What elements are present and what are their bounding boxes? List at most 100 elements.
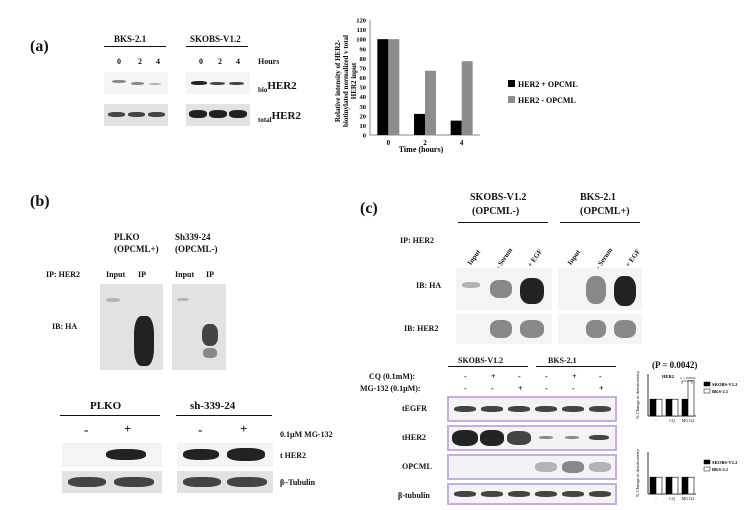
col-status-skobs: (OPCML-) bbox=[472, 206, 520, 217]
mini-legend-label: SKOBS-V1.2 bbox=[712, 460, 738, 465]
mini-chart-bar bbox=[655, 398, 663, 417]
mini-legend-label: BKS-2.1 bbox=[712, 389, 729, 394]
blot-tegfr bbox=[447, 396, 617, 422]
cell-line-skobs: SKOBS-V1.2 bbox=[190, 34, 241, 44]
cell-line-bks: BKS-2.1 bbox=[114, 34, 147, 44]
chart-y-tick-label: 30 bbox=[360, 104, 367, 111]
row-t-her2: t HER2 bbox=[280, 451, 306, 460]
cq-sign: - bbox=[518, 372, 521, 381]
col-header-plko: PLKO bbox=[114, 232, 140, 242]
mini-chart-bar bbox=[687, 380, 695, 417]
panel-a-label: (a) bbox=[30, 38, 49, 55]
mini-chart-x-tick: CQ bbox=[669, 496, 675, 501]
blot-tubulin-sh339 bbox=[177, 471, 273, 493]
treatment-sign: - bbox=[84, 422, 89, 437]
mini-legend-label: SKOBS-V1.2 bbox=[712, 382, 738, 387]
mini-legend-label: BKS-2.1 bbox=[712, 467, 729, 472]
mini-chart-bar bbox=[681, 476, 689, 495]
mini-chart-x-tick: - bbox=[655, 418, 657, 423]
chart-y-tick-label: 40 bbox=[360, 94, 367, 101]
header-underline bbox=[458, 222, 548, 223]
lane-label-c: - Serum bbox=[594, 246, 615, 271]
mg132-sign: - bbox=[572, 384, 575, 393]
treatment-sign: - bbox=[198, 422, 203, 437]
hours-label: Hours bbox=[258, 57, 280, 66]
chart-y-tick-label: 90 bbox=[360, 46, 367, 53]
densitometry-chart-opcml: % Change in densitometry - CQ MG132 SKOBS-V1… bbox=[635, 449, 738, 501]
mini-chart-bar bbox=[665, 398, 673, 417]
row-opcml: OPCML bbox=[402, 462, 432, 471]
biotinylation-bar-chart: 0 10 20 30 40 50 60 70 80 90 100 110 120 0 2 4 Time (h… bbox=[334, 18, 578, 155]
mini-chart-x-tick: MG132 bbox=[682, 496, 694, 501]
lane-label-c: Input bbox=[566, 248, 583, 267]
cq-sign: + bbox=[491, 372, 496, 381]
lane-label: Input bbox=[106, 270, 126, 279]
hour-label: 0 bbox=[117, 57, 121, 66]
mini-chart-y-label: % Change in densitometry bbox=[635, 449, 640, 497]
hour-label: 4 bbox=[236, 57, 240, 66]
mg132-sign: + bbox=[518, 384, 523, 393]
chart-y-tick-label: 60 bbox=[360, 75, 367, 82]
lane-label: IP bbox=[206, 270, 214, 279]
row-ther2: tHER2 bbox=[402, 433, 426, 442]
mini-chart-bar bbox=[649, 476, 657, 495]
col-header-sh339: Sh339-24 bbox=[175, 232, 211, 242]
chart-y-tick-label: 70 bbox=[360, 65, 367, 72]
mini-legend-swatch bbox=[703, 459, 711, 465]
densitometry-chart-her2: % Change in densitometry - CQ MG132 HER2 p = … bbox=[635, 371, 738, 423]
lane-label-c: + EGF bbox=[526, 247, 545, 269]
ib-her2-label-c: IB: HER2 bbox=[404, 324, 439, 333]
chart-y-tick-label: 110 bbox=[357, 27, 366, 34]
cq-sign: - bbox=[464, 372, 467, 381]
lane-label: Input bbox=[175, 270, 195, 279]
blot-ib-ha-sh339 bbox=[172, 284, 226, 370]
blot-tubulin-plko bbox=[62, 471, 162, 493]
blot-ib-ha-bks bbox=[558, 268, 642, 310]
header-underline bbox=[448, 366, 528, 367]
hour-label: 2 bbox=[138, 57, 142, 66]
treatment-sign: + bbox=[240, 421, 248, 436]
lane-label-c: - Serum bbox=[494, 246, 515, 271]
mg132-sign: - bbox=[491, 384, 494, 393]
mini-legend-swatch bbox=[703, 381, 711, 387]
row-tegfr: tEGFR bbox=[402, 404, 427, 413]
blot-ib-ha-skobs bbox=[456, 268, 552, 310]
mini-chart-x-tick: MG132 bbox=[682, 418, 694, 423]
chart-y-tick-label: 100 bbox=[356, 37, 366, 44]
mini-chart-title: HER2 bbox=[662, 374, 675, 379]
col-header-bks: BKS-2.1 bbox=[580, 192, 616, 203]
header-underline bbox=[560, 222, 640, 223]
blot-b-tubulin bbox=[447, 483, 617, 505]
p-value-label: (P = 0.0042) bbox=[652, 360, 698, 370]
treatment-sign: + bbox=[124, 421, 132, 436]
chart-x-tick-label: 4 bbox=[460, 139, 464, 147]
chart-bar bbox=[450, 120, 462, 135]
row-total-her2: totalHER2 bbox=[258, 110, 301, 125]
legend-entry: HER2 + OPCML bbox=[518, 80, 578, 89]
mini-chart-bar bbox=[671, 398, 679, 417]
chart-y-tick-label: 10 bbox=[360, 123, 367, 130]
lower-col-skobs: SKOBS-V1.2 bbox=[458, 356, 504, 365]
chart-bar bbox=[388, 39, 400, 135]
mini-chart-y-label: % Change in densitometry bbox=[635, 371, 640, 419]
row-b-tubulin: β-tubulin bbox=[398, 491, 430, 500]
header-underline bbox=[176, 415, 272, 416]
treatment-label: 0.1µM MG-132 bbox=[280, 430, 333, 439]
blot-ib-her2-skobs bbox=[456, 314, 552, 344]
chart-y-tick-label: 20 bbox=[360, 113, 367, 120]
mini-chart-bar bbox=[671, 476, 679, 495]
blot-ib-ha-plko bbox=[100, 284, 163, 370]
blot-bio-her2-bks bbox=[104, 72, 168, 94]
chart-y-axis-label: HER2 input bbox=[350, 62, 358, 99]
col-status-sh339: (OPCML-) bbox=[175, 244, 218, 254]
ib-ha-label-c: IB: HA bbox=[416, 281, 442, 290]
blot-opcml bbox=[447, 454, 617, 480]
mg132-label: MG-132 (0.1µM): bbox=[360, 384, 421, 393]
cq-sign: + bbox=[572, 372, 577, 381]
chart-bar bbox=[461, 61, 473, 136]
lane-label-c: Input bbox=[466, 248, 483, 267]
significance-bracket bbox=[681, 380, 693, 384]
legend-swatch-minus bbox=[508, 96, 515, 103]
blot-total-her2-bks bbox=[104, 104, 168, 126]
header-underline bbox=[536, 366, 616, 367]
